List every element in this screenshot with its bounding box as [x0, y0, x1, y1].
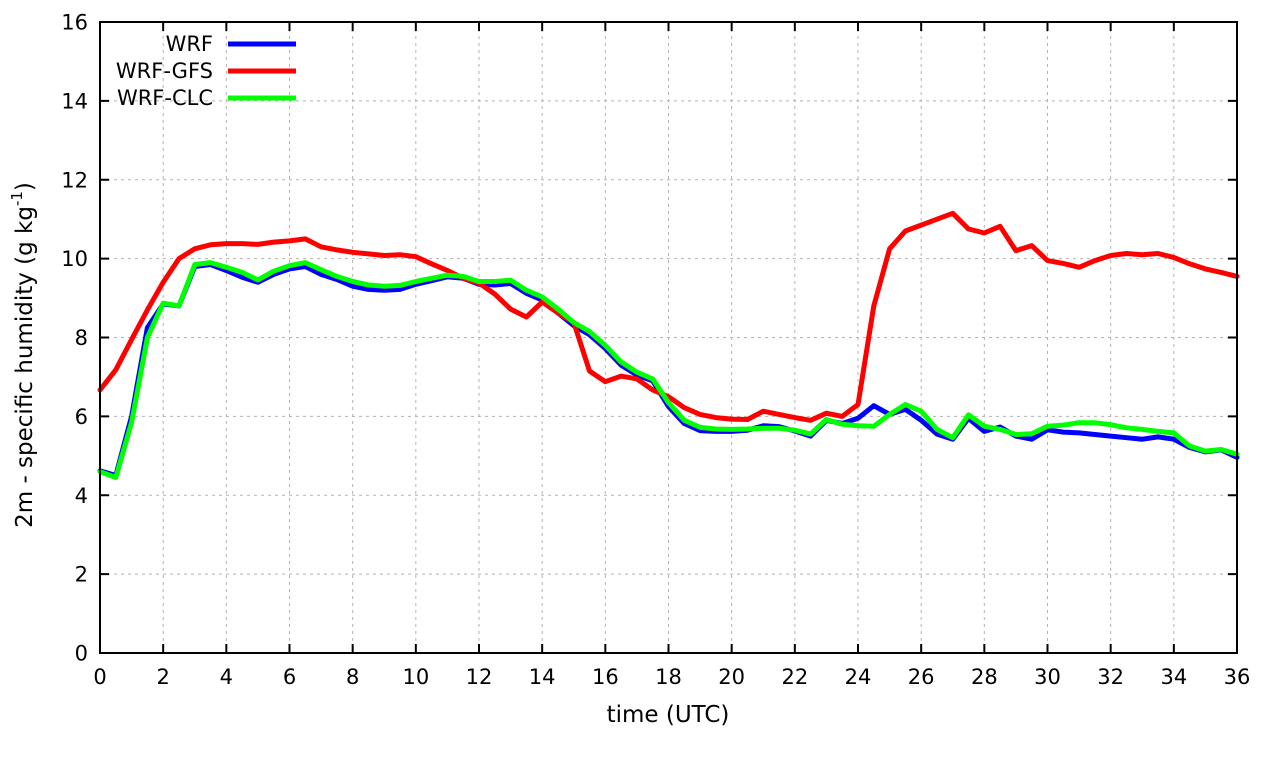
- x-tick-label: 10: [402, 665, 429, 689]
- x-tick-label: 14: [529, 665, 556, 689]
- legend-label-wrf: WRF: [166, 32, 213, 56]
- y-tick-label: 14: [61, 89, 88, 113]
- y-axis-label-superscript: -1: [8, 191, 26, 206]
- y-axis-label-close: ): [12, 182, 38, 191]
- x-axis-label: time (UTC): [607, 702, 730, 728]
- x-tick-label: 0: [93, 665, 106, 689]
- y-tick-label: 0: [75, 642, 88, 666]
- axis-ticks: [99, 21, 1238, 654]
- x-tick-label: 32: [1097, 665, 1124, 689]
- x-tick-label: 28: [971, 665, 998, 689]
- series-lines: [97, 210, 1240, 480]
- y-axis-label: 2m - specific humidity (g kg-1): [8, 182, 38, 528]
- x-tick-label: 36: [1224, 665, 1251, 689]
- legend: WRF WRF-GFS WRF-CLC: [116, 32, 296, 110]
- y-tick-label: 12: [61, 168, 88, 192]
- x-tick-label: 16: [592, 665, 619, 689]
- x-tick-label: 18: [655, 665, 682, 689]
- legend-entry-wrf: WRF: [166, 32, 296, 56]
- x-tick-label: 24: [845, 665, 872, 689]
- y-axis-label-main: 2m - specific humidity (g kg: [12, 206, 38, 528]
- series-line-wrf: [97, 262, 1240, 478]
- y-tick-label: 6: [75, 405, 88, 429]
- y-tick-label: 16: [61, 11, 88, 35]
- legend-entry-wrf-clc: WRF-CLC: [117, 86, 296, 110]
- x-tick-label: 8: [346, 665, 359, 689]
- y-tick-label: 4: [75, 484, 88, 508]
- series-line-wrf-gfs: [97, 210, 1240, 423]
- x-tick-label: 2: [156, 665, 169, 689]
- x-tick-label: 20: [718, 665, 745, 689]
- x-tick-label: 4: [220, 665, 233, 689]
- y-tick-label: 8: [75, 326, 88, 350]
- x-tick-label: 34: [1160, 665, 1187, 689]
- series-line-wrf-clc: [97, 260, 1240, 480]
- x-tick-label: 6: [283, 665, 296, 689]
- x-tick-label: 30: [1034, 665, 1061, 689]
- y-tick-label: 10: [61, 247, 88, 271]
- x-tick-label: 12: [466, 665, 493, 689]
- x-tick-label: 22: [781, 665, 808, 689]
- x-tick-label: 26: [908, 665, 935, 689]
- legend-label-wrf-gfs: WRF-GFS: [116, 59, 213, 83]
- legend-entry-wrf-gfs: WRF-GFS: [116, 59, 296, 83]
- y-tick-label: 2: [75, 563, 88, 587]
- legend-label-wrf-clc: WRF-CLC: [117, 86, 213, 110]
- gridlines: [100, 22, 1237, 653]
- tick-labels: 0 2 4 6 8 10 12 14 16 18 20 22 24 26 28 30 32 34 360246810…: [61, 11, 1250, 690]
